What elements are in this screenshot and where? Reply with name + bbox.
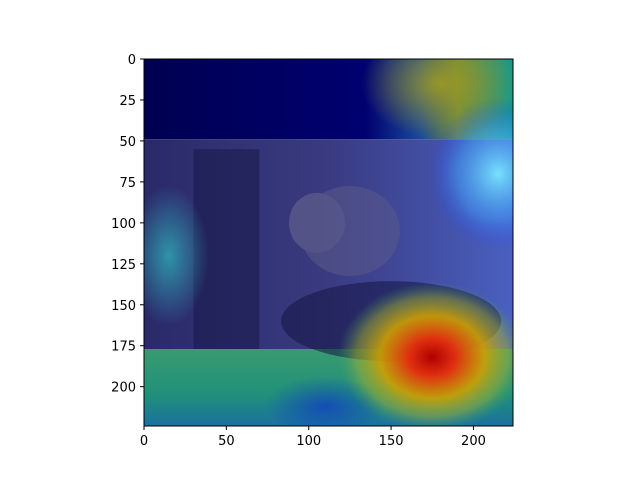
heatmap-image bbox=[144, 59, 513, 426]
y-axis: 0 25 50 75 100 125 150 175 200 bbox=[111, 53, 144, 396]
y-tick-label: 0 bbox=[128, 53, 136, 68]
y-tick-label: 200 bbox=[111, 381, 136, 396]
x-tick-label: 50 bbox=[218, 434, 235, 449]
axes-frame bbox=[143, 58, 514, 427]
saliency-left-glow bbox=[144, 185, 209, 326]
saliency-middle-hotspot bbox=[428, 98, 513, 249]
y-tick-label: 50 bbox=[119, 135, 136, 150]
saliency-peak-hotspot bbox=[337, 282, 513, 426]
x-tick-label: 200 bbox=[461, 434, 486, 449]
y-tick-label: 175 bbox=[111, 340, 136, 355]
y-tick-label: 100 bbox=[111, 217, 136, 232]
y-tick-label: 25 bbox=[119, 94, 136, 109]
y-tick-label: 75 bbox=[119, 176, 136, 191]
y-tick-label: 125 bbox=[111, 258, 136, 273]
y-tick-label: 150 bbox=[111, 299, 136, 314]
x-tick-label: 0 bbox=[140, 434, 148, 449]
child-helmet bbox=[288, 192, 345, 253]
x-axis: 0 50 100 150 200 bbox=[140, 426, 486, 449]
x-tick-label: 100 bbox=[296, 434, 321, 449]
x-tick-label: 150 bbox=[379, 434, 404, 449]
